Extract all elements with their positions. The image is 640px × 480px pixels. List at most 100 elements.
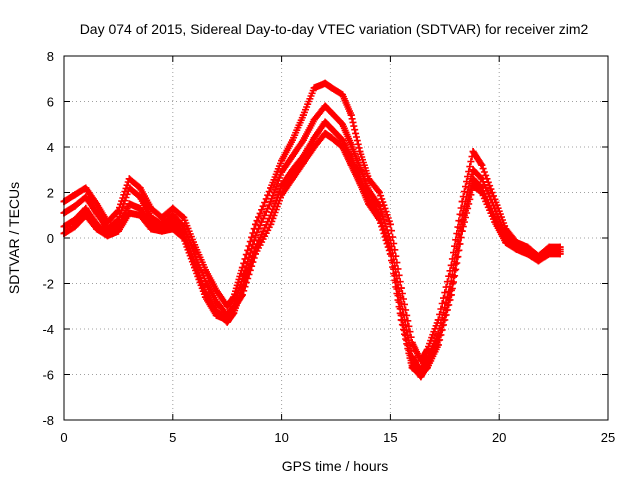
data-point: [469, 182, 477, 190]
series-track-d: [60, 129, 564, 378]
data-point: [201, 293, 209, 301]
data-point: [230, 305, 238, 313]
y-axis-ticks: -8 -6 -4 -2 0 2 4 6 8: [42, 49, 608, 428]
data-point: [288, 136, 296, 144]
data-point: [278, 182, 286, 190]
data-point: [356, 179, 364, 187]
data-point: [339, 120, 347, 128]
data-point: [339, 136, 347, 144]
data-point: [365, 200, 373, 208]
data-point: [386, 250, 394, 258]
data-point: [169, 225, 177, 233]
data-point: [469, 166, 477, 174]
y-tick-label: 2: [47, 186, 54, 201]
x-tick-label: 15: [383, 430, 397, 445]
data-point: [82, 204, 90, 212]
data-point: [397, 316, 405, 324]
data-point: [434, 341, 442, 349]
data-point: [71, 191, 79, 199]
data-point: [114, 227, 122, 235]
y-tick-label: 6: [47, 95, 54, 110]
data-point: [251, 220, 259, 228]
x-tick-label: 25: [601, 430, 615, 445]
data-point: [191, 264, 199, 272]
data-point: [556, 250, 564, 258]
data-point: [169, 204, 177, 212]
data-point: [386, 220, 394, 228]
data-point: [278, 168, 286, 176]
data-point: [125, 200, 133, 208]
data-point: [299, 136, 307, 144]
data-point: [147, 225, 155, 233]
data-point: [513, 245, 521, 253]
data-point: [82, 184, 90, 192]
data-point: [478, 161, 486, 169]
y-axis-label: SDTVAR / TECUs: [6, 182, 22, 294]
x-tick-label: 0: [60, 430, 67, 445]
data-point: [534, 257, 542, 265]
data-point: [347, 141, 355, 149]
data-point: [125, 184, 133, 192]
data-point: [251, 232, 259, 240]
data-point: [299, 159, 307, 167]
data-point: [136, 184, 144, 192]
data-point: [238, 291, 246, 299]
data-point: [545, 250, 553, 258]
x-axis-ticks: 0 5 10 15 20 25: [60, 56, 615, 445]
data-point: [93, 209, 101, 217]
data-point: [310, 84, 318, 92]
data-point: [288, 152, 296, 160]
x-tick-label: 10: [274, 430, 288, 445]
data-point: [478, 189, 486, 196]
data-point: [347, 161, 355, 169]
data-point: [82, 211, 90, 219]
data-point: [328, 84, 336, 92]
data-point: [136, 193, 144, 201]
data-point: [223, 316, 231, 324]
data-point: [328, 134, 336, 142]
data-point: [376, 202, 384, 210]
data-point: [523, 250, 531, 258]
data-point: [347, 111, 355, 119]
data-point: [158, 214, 166, 222]
data-point: [71, 223, 79, 231]
data-point: [267, 220, 275, 228]
data-point: [169, 211, 177, 219]
grid-lines: [64, 56, 608, 420]
data-point: [328, 125, 336, 133]
data-point: [299, 111, 307, 119]
data-point: [212, 286, 220, 294]
data-point: [376, 189, 384, 196]
data-point: [82, 193, 90, 201]
data-point: [288, 166, 296, 174]
chart-title: Day 074 of 2015, Sidereal Day-to-day VTE…: [80, 21, 589, 37]
data-point: [125, 175, 133, 183]
data-point: [328, 109, 336, 117]
data-markers: [60, 79, 564, 381]
data-point: [408, 364, 416, 372]
data-point: [169, 218, 177, 226]
data-point: [458, 227, 466, 235]
data-point: [212, 311, 220, 319]
y-tick-label: -8: [42, 413, 54, 428]
data-point: [136, 204, 144, 212]
data-point: [71, 202, 79, 210]
data-point: [278, 191, 286, 199]
data-point: [180, 214, 188, 222]
x-axis-label: GPS time / hours: [282, 458, 389, 474]
y-tick-label: -2: [42, 277, 54, 292]
marker-track: [60, 118, 564, 381]
y-tick-label: 8: [47, 49, 54, 64]
data-point: [223, 302, 231, 310]
data-point: [339, 143, 347, 151]
marker-track: [60, 129, 564, 378]
data-point: [71, 216, 79, 224]
data-point: [356, 148, 364, 156]
data-point: [267, 184, 275, 192]
data-point: [288, 175, 296, 183]
data-point: [321, 118, 329, 126]
y-tick-label: -6: [42, 368, 54, 383]
y-tick-label: 0: [47, 231, 54, 246]
data-point: [478, 175, 486, 183]
